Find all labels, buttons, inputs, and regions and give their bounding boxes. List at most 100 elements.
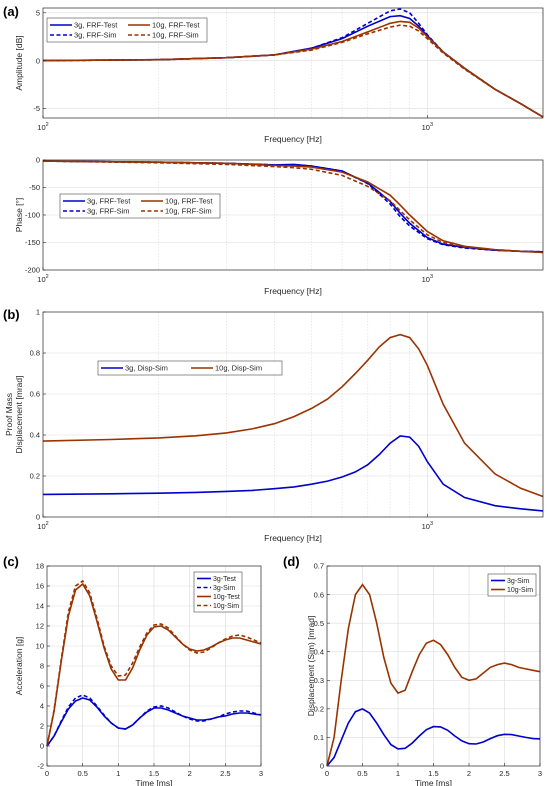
x-tick-label: 102: [37, 122, 48, 132]
x-tick-label: 103: [422, 122, 433, 132]
x-tick-label: 1.5: [149, 769, 159, 778]
y-axis-label: Acceleration [g]: [14, 637, 24, 696]
y-tick-label: -2: [37, 762, 44, 771]
x-tick-label: 2: [188, 769, 192, 778]
x-axis-label: Frequency [Hz]: [264, 134, 322, 144]
y-tick-label: 0.3: [314, 676, 324, 685]
y-tick-label: 0.6: [30, 390, 40, 399]
y-tick-label: 6: [40, 682, 44, 691]
x-tick-label: 2.5: [499, 769, 509, 778]
legend: 3g-Test 3g-Sim 10g-Test 10g-Sim: [193, 571, 243, 613]
legend-label: 10g, FRF-Sim: [152, 31, 199, 40]
legend-label: 3g, FRF-Sim: [74, 31, 117, 40]
x-axis-label: Time [ms]: [415, 778, 452, 786]
y-tick-label: 4: [40, 702, 44, 711]
y-tick-label: -5: [33, 104, 40, 113]
y-tick-label: 14: [36, 602, 44, 611]
y-tick-label: 0.1: [314, 733, 324, 742]
legend-label: 10g, FRF-Test: [165, 197, 213, 206]
y-tick-label: 0: [36, 513, 40, 522]
series-line-10g-frf-test: [42, 160, 544, 254]
legend-box: [59, 193, 221, 219]
y-axis-label: Amplitude [dB]: [14, 35, 24, 90]
series-line-3g-test: [46, 697, 262, 747]
series-line-10g-sim: [326, 583, 541, 767]
legend-label: 3g, FRF-Test: [74, 21, 118, 30]
y-tick-label: 0.6: [314, 590, 324, 599]
x-tick-label: 3: [259, 769, 263, 778]
y-tick-label: 0: [36, 156, 40, 165]
x-axis-label: Frequency [Hz]: [264, 286, 322, 296]
y-axis-label: Displacement [mrad]: [14, 376, 24, 454]
y-tick-label: 0.4: [30, 431, 40, 440]
y-tick-label: 0.4: [314, 647, 324, 656]
y-tick-label: 0.8: [30, 349, 40, 358]
panel-label-d: (d): [283, 554, 300, 569]
y-tick-label: 12: [36, 622, 44, 631]
grid: [327, 566, 540, 766]
axes-box: [42, 7, 544, 119]
y-tick-label: 0: [320, 762, 324, 771]
legend-label: 3g-Test: [213, 576, 236, 583]
series-line-10g-frf-sim: [42, 24, 544, 118]
series-line-3g-sim: [46, 694, 262, 747]
x-tick-label: 2: [467, 769, 471, 778]
legend-box: [46, 17, 208, 43]
y-tick-label: 16: [36, 582, 44, 591]
panel-label-c: (c): [3, 554, 19, 569]
legend-label: 3g, FRF-Test: [87, 197, 131, 206]
y-tick-label: 0: [36, 56, 40, 65]
axes-box: [42, 311, 544, 518]
y-tick-label: 1: [36, 308, 40, 317]
x-tick-label: 1: [116, 769, 120, 778]
series-line-3g-sim: [326, 708, 541, 767]
y-tick-label: -100: [25, 211, 40, 220]
x-tick-label: 0: [325, 769, 329, 778]
y-tick-label: 0.2: [30, 472, 40, 481]
legend-label: 10g, FRF-Sim: [165, 207, 212, 216]
x-tick-label: 102: [37, 274, 48, 284]
y-tick-label: -150: [25, 238, 40, 247]
x-tick-label: 1: [396, 769, 400, 778]
x-tick-label: 103: [422, 521, 433, 531]
x-tick-label: 0.5: [77, 769, 87, 778]
plot-area: [43, 312, 543, 517]
y-tick-label: 0.7: [314, 562, 324, 571]
y-tick-label: 0.5: [314, 619, 324, 628]
y-tick-label: 10: [36, 642, 44, 651]
y-tick-label: 0: [40, 742, 44, 751]
chart-b: 102 103 0 0.2 0.4 0.6 0.8 1 Frequency [Hz] Proof …: [4, 308, 544, 543]
series-line-10g-frf-sim: [42, 160, 544, 254]
y-tick-label: -200: [25, 266, 40, 275]
x-axis-label: Time [ms]: [136, 778, 173, 786]
y-tick-label: -50: [29, 183, 40, 192]
chart-d: 0 0.5 1 1.5 2 2.5 3 0 0.1 0.2 0.3 0.4 0.5 0.6 0.7 Time …: [306, 562, 542, 786]
legend-label: 10g-Test: [213, 594, 240, 601]
legend-label: 10g-Sim: [213, 603, 239, 610]
chart-a-amp: 102 103 -5 0 5 Frequency [Hz] Amplitude [dB] 3g…: [14, 7, 544, 144]
legend-label: 3g, Disp-Sim: [125, 364, 168, 373]
x-tick-label: 3: [538, 769, 542, 778]
x-tick-label: 0: [45, 769, 49, 778]
x-tick-label: 2.5: [220, 769, 230, 778]
grid: [43, 8, 543, 118]
y-tick-label: 2: [40, 722, 44, 731]
y-axis-label: Proof Mass: [4, 393, 14, 436]
y-tick-label: 5: [36, 8, 40, 17]
y-axis-label: Displacement (Sim) [mrad]: [306, 616, 316, 717]
series-line-10g-test: [46, 582, 262, 747]
legend-label: 3g, FRF-Sim: [87, 207, 130, 216]
chart-a-phase: 102 103 -200 -150 -100 -50 0 Frequency [Hz] Phas…: [14, 156, 544, 296]
series-line-3g-disp-sim: [42, 435, 544, 512]
legend-label: 10g, Disp-Sim: [215, 364, 262, 373]
x-axis-label: Frequency [Hz]: [264, 533, 322, 543]
x-tick-label: 0.5: [357, 769, 367, 778]
legend-label: 10g, FRF-Test: [152, 21, 200, 30]
legend: 3g-Sim 10g-Sim: [487, 573, 537, 597]
legend-label: 10g-Sim: [507, 587, 533, 594]
grid: [47, 566, 261, 766]
